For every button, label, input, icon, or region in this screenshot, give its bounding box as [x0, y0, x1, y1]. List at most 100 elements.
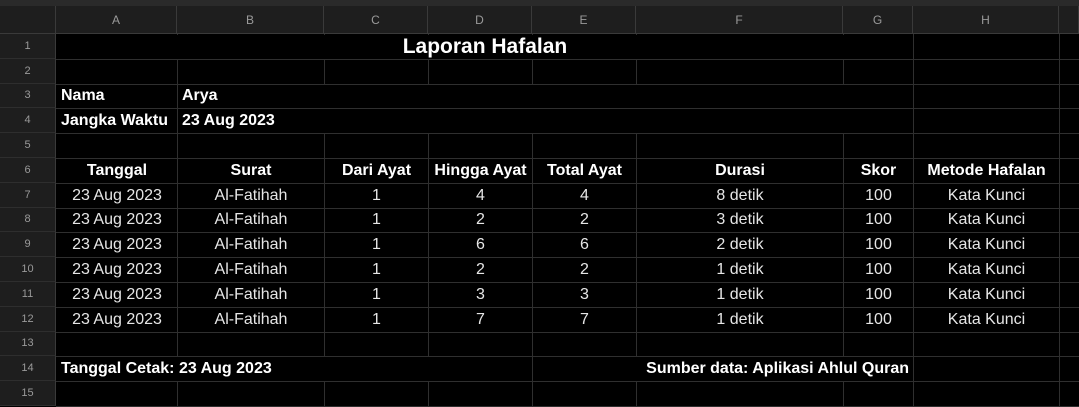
table-header[interactable]: Total Ayat [547, 161, 622, 179]
column-header-h[interactable]: H [913, 6, 1059, 34]
table-cell[interactable]: 1 [372, 186, 381, 204]
table-cell[interactable]: 23 Aug 2023 [72, 211, 162, 229]
gridline-horizontal [56, 83, 1079, 85]
table-cell[interactable]: 100 [865, 211, 892, 229]
row-header-1[interactable]: 1 [0, 34, 56, 59]
table-cell[interactable]: 100 [865, 261, 892, 279]
gridline-vertical [532, 34, 533, 406]
table-header[interactable]: Durasi [715, 161, 765, 179]
table-cell[interactable]: 1 [372, 211, 381, 229]
table-cell[interactable]: 1 detik [716, 310, 764, 328]
row-header-14[interactable]: 14 [0, 356, 56, 382]
table-cell[interactable]: 6 [580, 236, 589, 254]
period-label[interactable]: Jangka Waktu [61, 112, 168, 130]
table-cell[interactable]: 8 detik [716, 186, 764, 204]
gridline-vertical [428, 34, 429, 406]
table-cell[interactable]: Al-Fatihah [214, 211, 288, 229]
row-header-7[interactable]: 7 [0, 182, 56, 208]
table-cell[interactable]: Kata Kunci [947, 285, 1026, 303]
table-cell[interactable]: 100 [865, 285, 892, 303]
row-header-10[interactable]: 10 [0, 257, 56, 282]
table-cell[interactable]: 7 [580, 310, 589, 328]
data-source[interactable]: Sumber data: Aplikasi Ahlul Quran [533, 357, 913, 382]
row-header-15[interactable]: 15 [0, 381, 56, 406]
column-header-extra[interactable] [1059, 6, 1079, 34]
table-cell[interactable]: 23 Aug 2023 [72, 236, 162, 254]
table-cell[interactable]: 23 Aug 2023 [72, 261, 162, 279]
row-header-3[interactable]: 3 [0, 83, 56, 109]
table-cell[interactable]: 1 [372, 310, 381, 328]
table-cell[interactable]: 1 detik [716, 261, 764, 279]
table-cell[interactable]: 7 [476, 310, 485, 328]
table-cell[interactable]: 23 Aug 2023 [72, 285, 162, 303]
row-header-8[interactable]: 8 [0, 207, 56, 233]
table-cell[interactable]: 1 detik [716, 285, 764, 303]
column-header-c[interactable]: C [324, 6, 428, 34]
table-cell[interactable]: 4 [580, 186, 589, 204]
table-cell[interactable]: Kata Kunci [947, 211, 1026, 229]
column-header-d[interactable]: D [428, 6, 532, 34]
table-cell[interactable]: Al-Fatihah [214, 261, 288, 279]
table-cell[interactable]: 2 [476, 261, 485, 279]
column-header-e[interactable]: E [532, 6, 636, 34]
table-cell[interactable]: 1 [372, 236, 381, 254]
select-all-corner[interactable] [0, 6, 56, 34]
row-header-4[interactable]: 4 [0, 108, 56, 134]
table-cell[interactable]: 100 [865, 236, 892, 254]
name-value[interactable]: Arya [178, 84, 913, 109]
row-header-9[interactable]: 9 [0, 232, 56, 258]
gridline-vertical [324, 34, 325, 406]
table-cell[interactable]: Al-Fatihah [214, 285, 288, 303]
table-cell[interactable]: 100 [865, 186, 892, 204]
gridline-vertical [913, 34, 914, 406]
table-cell[interactable]: Kata Kunci [947, 186, 1026, 204]
table-header[interactable]: Skor [860, 161, 897, 179]
table-header[interactable]: Tanggal [86, 161, 148, 179]
column-header-f[interactable]: F [636, 6, 843, 34]
table-cell[interactable]: Kata Kunci [947, 310, 1026, 328]
top-bar [0, 0, 1079, 6]
column-header-g[interactable]: G [843, 6, 913, 34]
gridline-horizontal [56, 331, 1079, 333]
gridline-horizontal [56, 232, 1079, 234]
table-header[interactable]: Metode Hafalan [927, 161, 1046, 179]
table-cell[interactable]: 100 [865, 310, 892, 328]
gridline-horizontal [56, 182, 1079, 184]
row-header-11[interactable]: 11 [0, 282, 56, 307]
table-cell[interactable]: 2 [476, 211, 485, 229]
print-date[interactable]: Tanggal Cetak: 23 Aug 2023 [57, 357, 532, 382]
table-cell[interactable]: 3 detik [716, 211, 764, 229]
table-cell[interactable]: 2 [580, 211, 589, 229]
table-cell[interactable]: 2 [580, 261, 589, 279]
column-header-b[interactable]: B [177, 6, 324, 34]
table-cell[interactable]: Al-Fatihah [214, 236, 288, 254]
row-header-13[interactable]: 13 [0, 331, 56, 357]
table-header[interactable]: Hingga Ayat [434, 161, 527, 179]
period-value[interactable]: 23 Aug 2023 [178, 109, 913, 134]
report-title[interactable]: Laporan Hafalan [57, 35, 913, 59]
table-cell[interactable]: 6 [476, 236, 485, 254]
row-header-2[interactable]: 2 [0, 58, 56, 84]
table-cell[interactable]: Al-Fatihah [214, 186, 288, 204]
name-label[interactable]: Nama [61, 87, 105, 105]
gridline-horizontal [56, 133, 1079, 135]
gridline-horizontal [56, 356, 1079, 358]
table-cell[interactable]: 2 detik [716, 236, 764, 254]
table-header[interactable]: Surat [230, 161, 272, 179]
row-header-5[interactable]: 5 [0, 133, 56, 158]
row-header-12[interactable]: 12 [0, 306, 56, 332]
row-header-6[interactable]: 6 [0, 158, 56, 183]
table-cell[interactable]: 1 [372, 261, 381, 279]
table-cell[interactable]: Al-Fatihah [214, 310, 288, 328]
table-cell[interactable]: 3 [580, 285, 589, 303]
table-cell[interactable]: Kata Kunci [947, 236, 1026, 254]
table-cell[interactable]: 23 Aug 2023 [72, 186, 162, 204]
table-cell[interactable]: 3 [476, 285, 485, 303]
table-cell[interactable]: Kata Kunci [947, 261, 1026, 279]
gridline-horizontal [56, 257, 1079, 259]
table-cell[interactable]: 4 [476, 186, 485, 204]
table-cell[interactable]: 23 Aug 2023 [72, 310, 162, 328]
table-header[interactable]: Dari Ayat [341, 161, 412, 179]
table-cell[interactable]: 1 [372, 285, 381, 303]
column-header-a[interactable]: A [56, 6, 177, 34]
